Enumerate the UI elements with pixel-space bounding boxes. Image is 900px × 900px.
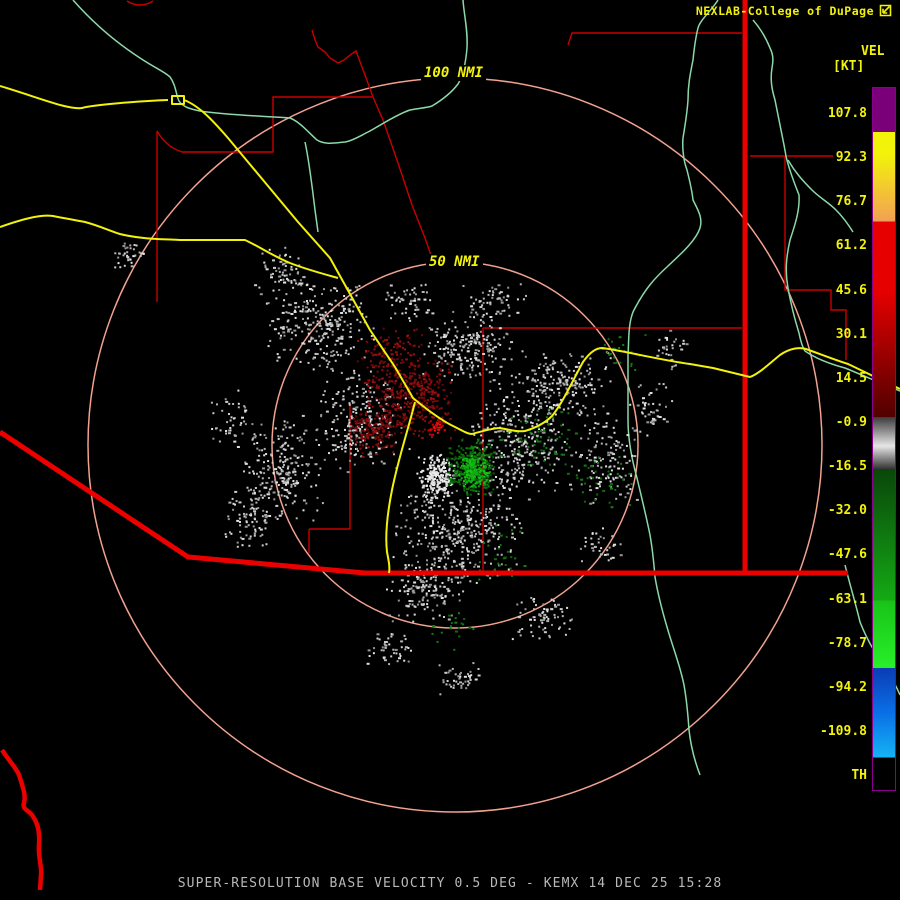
colorbar-tick: TH [851, 768, 867, 784]
border-diagonal-horizontal [0, 429, 848, 576]
external-link-icon [879, 4, 892, 17]
colorbar-tick: -47.6 [827, 547, 867, 563]
border-southwest-squiggle [0, 748, 44, 891]
colorbar-tick: 30.1 [835, 326, 867, 342]
state-border-lines [0, 0, 848, 891]
attribution-text: NEXLAB-College of DuPage [695, 4, 874, 18]
colorbar-units: [KT] [833, 59, 865, 74]
colorbar-tick: -32.0 [827, 503, 867, 519]
colorbar-tick: 107.8 [827, 106, 867, 121]
colorbar-tick: 61.2 [835, 238, 867, 254]
product-title: SUPER-RESOLUTION BASE VELOCITY 0.5 DEG -… [177, 876, 723, 891]
rivers [72, 0, 900, 776]
colorbar-tick: -94.2 [827, 679, 867, 695]
colorbar-tick: -109.8 [820, 723, 867, 739]
county-lines [126, 0, 847, 573]
colorbar-tick: -78.7 [827, 635, 867, 651]
colorbar-tick: 14.5 [835, 370, 867, 386]
colorbar-tick: 45.6 [835, 282, 867, 298]
colorbar-tick: -0.9 [835, 414, 867, 430]
colorbar-tick: -16.5 [827, 459, 867, 475]
range-label-100nmi: 100 NMI [421, 65, 487, 81]
colorbar-title: VEL [861, 44, 885, 59]
colorbar-tick: 76.7 [835, 194, 867, 210]
highway-loop-box [171, 95, 185, 105]
range-label-50nmi: 50 NMI [426, 254, 483, 270]
echo-layer [114, 242, 689, 696]
colorbar-tick: -63.1 [827, 591, 867, 607]
radar-site-center [451, 436, 461, 446]
velocity-colorbar [872, 87, 896, 791]
colorbar-tick: 92.3 [835, 150, 867, 166]
highways [0, 85, 900, 574]
